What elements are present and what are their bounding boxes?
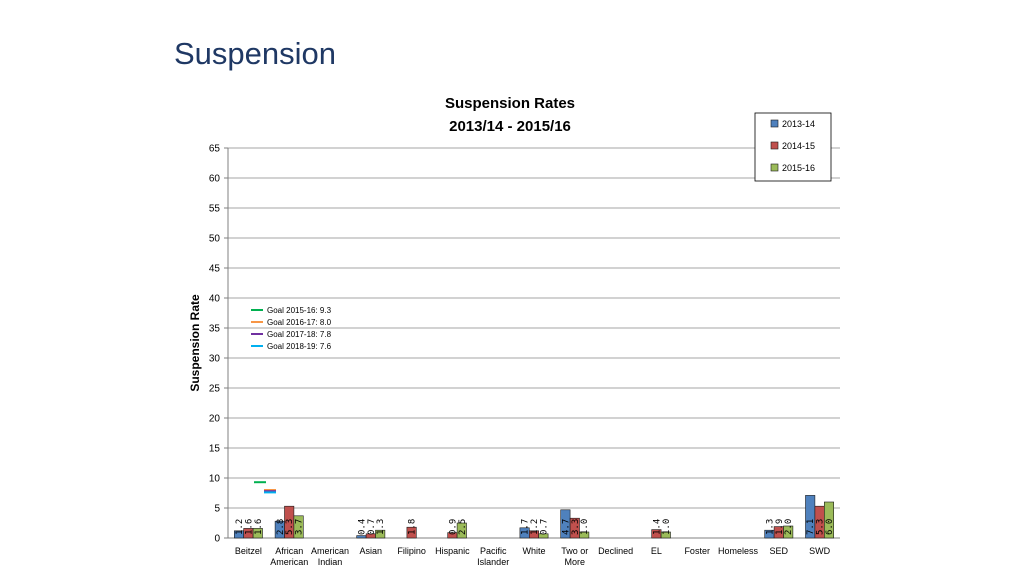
bar	[293, 515, 304, 539]
y-tick-label: 0	[214, 534, 220, 545]
category-label: Homeless	[718, 546, 759, 556]
bar	[406, 526, 417, 539]
y-tick-label: 25	[209, 384, 221, 395]
category-label: Declined	[598, 546, 633, 556]
data-label: 1.2	[235, 519, 245, 535]
data-label: 1.2	[530, 519, 540, 535]
gridlines	[224, 147, 840, 539]
legend-label: 2013-14	[782, 119, 815, 129]
data-label: 1.0	[662, 519, 672, 535]
legend-label: 2014-15	[782, 141, 815, 151]
category-label: Filipino	[397, 546, 426, 556]
goal-markers	[254, 481, 276, 494]
data-label: 1.3	[376, 519, 386, 535]
data-label: 1.6	[254, 519, 264, 535]
data-label: 2.0	[784, 519, 794, 535]
category-label: Asian	[360, 546, 383, 556]
data-label: 6.0	[825, 519, 835, 535]
data-labels: 1.2 1.6 1.6 2.8 5.3 3.7 0.4 0.7 1.3 1.8 0.9 2.5 1.7 1…	[235, 519, 835, 535]
data-label: 5.3	[816, 519, 826, 535]
legend-swatch	[770, 119, 779, 128]
legend: 2013-14 2014-15 2015-16	[754, 112, 832, 182]
category-label: Foster	[684, 546, 710, 556]
data-label: 0.7	[367, 519, 377, 535]
y-tick-label: 10	[209, 474, 221, 485]
y-tick-label: 50	[209, 234, 221, 245]
data-label: 0.7	[539, 519, 549, 535]
legend-box	[754, 112, 832, 182]
category-label: Pacific	[480, 546, 507, 556]
category-label: Two or	[561, 546, 588, 556]
category-label: EL	[651, 546, 662, 556]
y-tick-label: 55	[209, 204, 221, 215]
data-label: 7.1	[806, 519, 816, 535]
bar	[579, 531, 590, 539]
legend-swatch	[770, 163, 779, 172]
data-label: 1.3	[765, 519, 775, 535]
goal-legend-label: Goal 2018-19: 7.6	[267, 342, 332, 351]
data-label: 1.8	[408, 519, 418, 535]
category-label: SWD	[809, 546, 830, 556]
goal-legend-label: Goal 2015-16: 9.3	[267, 306, 332, 315]
bar	[375, 529, 386, 539]
category-label: African	[275, 546, 303, 556]
data-label: 4.7	[561, 519, 571, 535]
y-tick-label: 5	[214, 504, 220, 515]
page-title: Suspension	[174, 36, 337, 71]
bars	[234, 495, 834, 539]
data-label: 1.7	[521, 519, 531, 535]
data-label: 1.0	[580, 519, 590, 535]
data-label: 0.4	[357, 519, 367, 535]
goal-legend-label: Goal 2016-17: 8.0	[267, 318, 332, 327]
data-label: 5.3	[285, 519, 295, 535]
category-label: Indian	[318, 557, 343, 567]
y-tick-label: 60	[209, 174, 221, 185]
legend-swatch	[770, 141, 779, 150]
y-tick-label: 30	[209, 354, 221, 365]
y-axis-ticks: 0 5 10 15 20 25 30 35 40 45 50 55 60 65	[209, 144, 221, 545]
data-label: 1.6	[244, 519, 254, 535]
bar	[783, 525, 794, 539]
category-label: Islander	[477, 557, 509, 567]
category-label: White	[522, 546, 545, 556]
bar	[252, 528, 263, 539]
y-tick-label: 40	[209, 294, 221, 305]
category-label: Hispanic	[435, 546, 470, 556]
data-label: 3.7	[295, 519, 305, 535]
category-label: American	[311, 546, 349, 556]
y-tick-label: 65	[209, 144, 221, 155]
data-label: 2.5	[458, 519, 468, 535]
chart-title: Suspension Rates	[445, 95, 575, 112]
legend-label: 2015-16	[782, 163, 815, 173]
chart-subtitle: 2013/14 - 2015/16	[449, 118, 571, 135]
bar	[823, 501, 834, 539]
data-label: 1.4	[652, 519, 662, 535]
goal-legend-label: Goal 2017-18: 7.8	[267, 330, 332, 339]
data-label: 3.3	[571, 519, 581, 535]
bar	[660, 531, 671, 539]
y-tick-label: 15	[209, 444, 221, 455]
data-label: 2.8	[276, 519, 286, 535]
y-tick-label: 45	[209, 264, 221, 275]
category-labels: Beitzel AfricanAmericanAmericanIndianAsia…	[235, 546, 831, 567]
bar	[456, 522, 467, 539]
goal-legend: Goal 2015-16: 9.3 Goal 2016-17: 8.0 Goal 2…	[251, 306, 332, 351]
bar	[569, 517, 580, 539]
category-label: American	[270, 557, 308, 567]
data-label: 0.9	[448, 519, 458, 535]
category-label: Beitzel	[235, 546, 262, 556]
y-tick-label: 20	[209, 414, 221, 425]
y-axis-label: Suspension Rate	[188, 294, 202, 392]
category-label: SED	[770, 546, 789, 556]
data-label: 1.9	[775, 519, 785, 535]
category-label: More	[565, 557, 586, 567]
y-tick-label: 35	[209, 324, 221, 335]
bar	[538, 533, 549, 539]
